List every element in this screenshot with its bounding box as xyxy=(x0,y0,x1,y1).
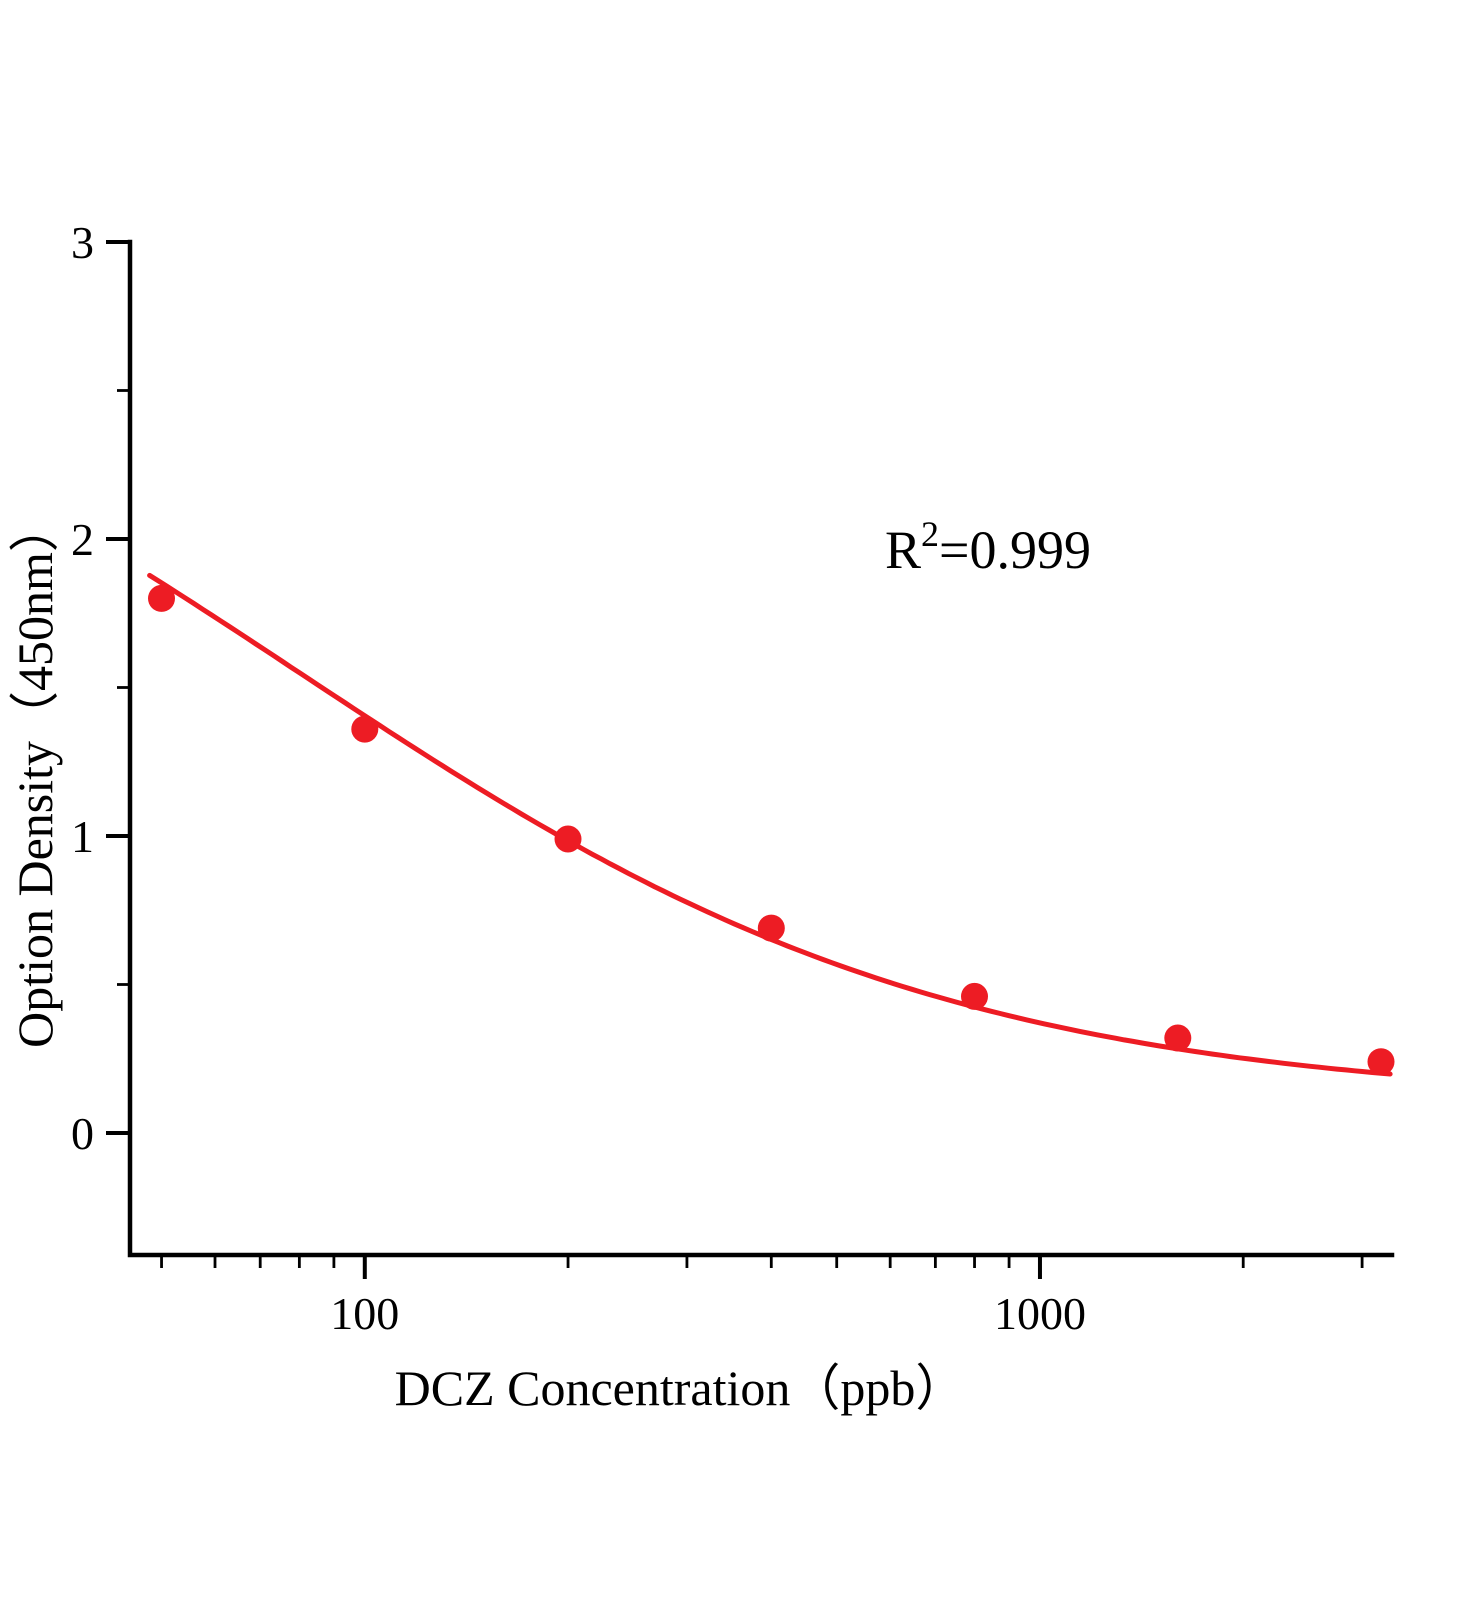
data-point xyxy=(554,825,582,853)
r-squared-value: =0.999 xyxy=(939,520,1091,580)
r-squared-base: R xyxy=(885,520,921,580)
axes xyxy=(127,239,1395,1258)
x-tick-label: 100 xyxy=(330,1288,399,1339)
y-tick-label: 3 xyxy=(71,217,94,268)
data-point xyxy=(1164,1024,1192,1052)
data-points xyxy=(148,584,1395,1076)
axis-lines xyxy=(127,239,1395,1258)
y-tick-label: 2 xyxy=(71,514,94,565)
r-squared-superscript: 2 xyxy=(921,514,939,554)
x-tick-label: 1000 xyxy=(994,1288,1086,1339)
axis-ticks xyxy=(106,240,1364,1279)
axis-tick-labels: 100 1000 0 1 2 3 xyxy=(71,217,1086,1339)
r-squared-annotation: R2=0.999 xyxy=(885,514,1091,580)
y-tick-label: 0 xyxy=(71,1108,94,1159)
data-point xyxy=(757,914,785,942)
fit-curve-line xyxy=(147,572,1393,1077)
y-axis-title: Option Density（450nm） xyxy=(7,502,63,1048)
data-point xyxy=(148,584,175,612)
data-point xyxy=(961,982,988,1010)
data-point xyxy=(1367,1048,1395,1076)
x-axis-title: DCZ Concentration（ppb） xyxy=(395,1360,966,1416)
y-tick-label: 1 xyxy=(71,811,94,862)
data-point xyxy=(351,715,379,743)
